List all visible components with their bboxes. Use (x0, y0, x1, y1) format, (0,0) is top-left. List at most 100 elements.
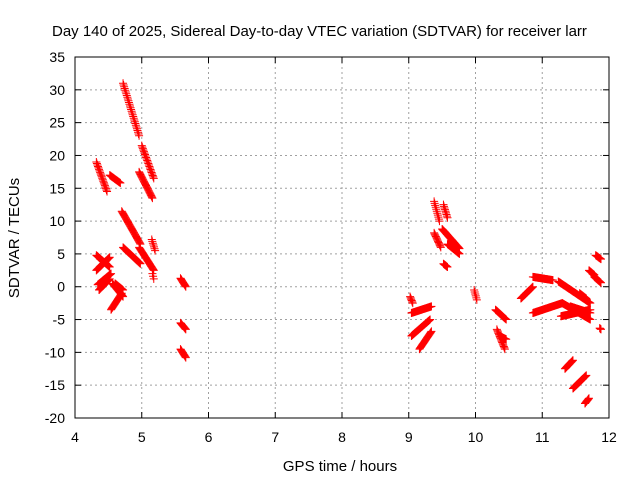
data-point (436, 243, 445, 252)
data-point (181, 325, 190, 334)
data-point (102, 186, 111, 195)
x-tick-label: 12 (601, 429, 617, 445)
data-point (119, 81, 128, 90)
data-point (527, 284, 536, 293)
y-tick-label: -20 (45, 410, 65, 426)
data-point (584, 394, 593, 403)
data-point (120, 82, 129, 91)
data-point (120, 84, 129, 93)
data-point (123, 95, 132, 104)
data-point (148, 194, 157, 203)
grid (75, 57, 609, 418)
data-point (105, 263, 114, 272)
data-point (432, 205, 441, 214)
data-point (596, 278, 605, 287)
data-point (149, 265, 158, 274)
data-point (105, 253, 114, 262)
data-point (470, 287, 479, 296)
data-point (430, 199, 439, 208)
data-point (567, 357, 576, 366)
data-point (103, 187, 112, 196)
y-tick-label: 25 (49, 115, 65, 131)
data-point (121, 88, 130, 97)
data-point (581, 372, 590, 381)
data-points (92, 79, 605, 408)
data-point (502, 315, 511, 324)
data-point (130, 117, 139, 126)
data-point (126, 103, 135, 112)
data-point (582, 294, 591, 303)
data-point (128, 110, 137, 119)
x-tick-label: 4 (71, 429, 79, 445)
data-point (104, 276, 113, 285)
data-point (181, 281, 190, 290)
data-point (500, 343, 509, 352)
data-point (180, 281, 189, 290)
x-tick-labels: 4 5 6 7 8 9 10 11 12 (71, 429, 617, 445)
data-point (527, 283, 536, 292)
y-tick-label: 35 (49, 49, 65, 65)
data-point (580, 373, 589, 382)
data-point (432, 207, 441, 216)
data-point (441, 207, 450, 216)
data-point (433, 211, 442, 220)
data-point (128, 109, 137, 118)
data-point (148, 239, 157, 248)
data-point (132, 123, 141, 132)
data-point (408, 297, 417, 306)
data-point (131, 119, 140, 128)
data-point (125, 100, 134, 109)
chart-title: Day 140 of 2025, Sidereal Day-to-day VTE… (52, 23, 587, 40)
data-point (596, 325, 605, 334)
data-point (116, 179, 125, 188)
data-point (181, 353, 190, 362)
data-point (107, 269, 116, 278)
data-point (104, 254, 113, 263)
data-point (181, 324, 190, 333)
data-point (135, 131, 144, 140)
data-point (426, 328, 435, 337)
data-point (129, 114, 138, 123)
data-point (124, 96, 133, 105)
data-point (147, 192, 156, 201)
data-point (136, 259, 145, 268)
data-point (431, 203, 440, 212)
data-point (134, 128, 143, 137)
data-point (434, 213, 443, 222)
data-point (181, 282, 190, 291)
x-tick-label: 8 (338, 429, 346, 445)
y-tick-label: -5 (53, 312, 66, 328)
data-point (147, 193, 156, 202)
x-tick-label: 9 (405, 429, 413, 445)
data-point (581, 371, 590, 380)
y-tick-label: 10 (49, 213, 65, 229)
data-point (442, 212, 451, 221)
data-point (586, 308, 595, 317)
data-point (131, 121, 140, 130)
data-point (502, 335, 511, 344)
data-point (132, 124, 141, 133)
data-point (127, 107, 136, 116)
y-tick-label: 30 (49, 82, 65, 98)
data-point (105, 274, 114, 283)
data-point (528, 283, 537, 292)
data-point (440, 205, 449, 214)
data-point (528, 282, 537, 291)
data-point (441, 208, 450, 217)
data-point (126, 102, 135, 111)
data-point (105, 275, 114, 284)
data-point (471, 291, 480, 300)
data-point (180, 324, 189, 333)
y-tick-label: -10 (45, 344, 65, 360)
data-point (442, 210, 451, 219)
data-point (472, 293, 481, 302)
x-tick-label: 6 (205, 429, 213, 445)
data-point (123, 93, 132, 102)
data-point (472, 295, 481, 304)
data-point (440, 203, 449, 212)
data-point (408, 299, 417, 308)
data-point (103, 255, 112, 264)
data-point (180, 323, 189, 332)
y-tick-label: 5 (57, 246, 65, 262)
